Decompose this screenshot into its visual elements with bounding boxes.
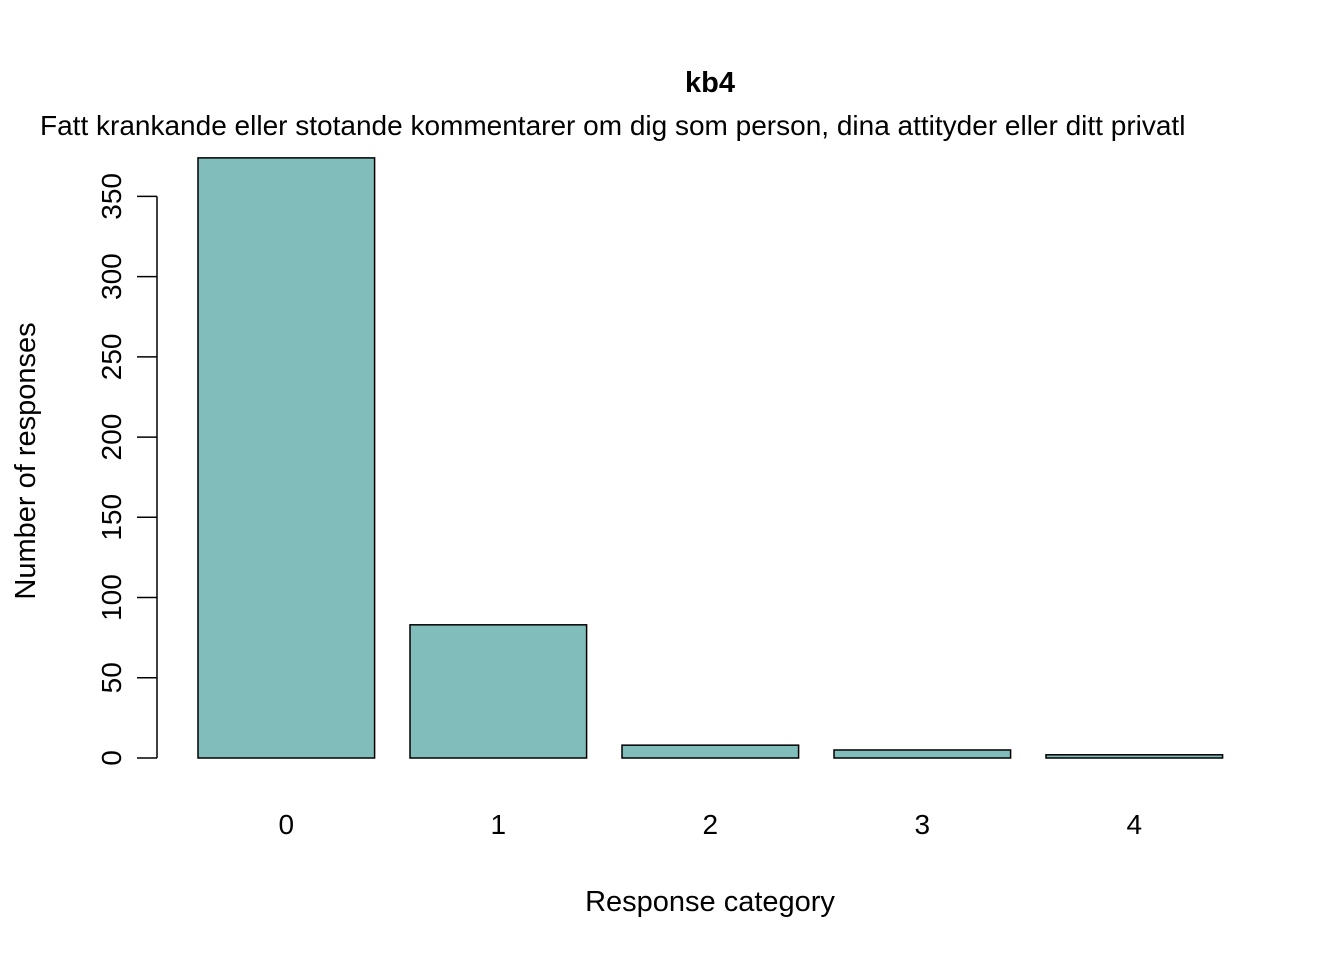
y-tick-label: 150 — [96, 494, 127, 541]
bar-1 — [409, 624, 588, 759]
y-tick-label: 0 — [96, 750, 127, 766]
bar-3 — [833, 749, 1012, 759]
chart-title: kb4 — [685, 67, 735, 99]
bar-0 — [197, 157, 376, 759]
bars-group — [197, 157, 1224, 759]
y-tick-label: 300 — [96, 253, 127, 300]
bar-4 — [1045, 754, 1224, 759]
y-tick-label: 200 — [96, 414, 127, 461]
x-tick-label: 3 — [915, 809, 931, 840]
y-tick-label: 250 — [96, 333, 127, 380]
x-tick-label: 1 — [491, 809, 507, 840]
x-tick-label: 4 — [1127, 809, 1143, 840]
y-tick-label: 350 — [96, 173, 127, 220]
y-tick-label: 100 — [96, 574, 127, 621]
y-axis: 0 50 100 150 200 250 300 350 — [96, 173, 158, 766]
x-tick-labels: 0 1 2 3 4 — [279, 809, 1143, 840]
bar-2 — [621, 744, 800, 759]
x-axis-label: Response category — [585, 886, 835, 918]
chart-subtitle: Fatt krankande eller stotande kommentare… — [40, 110, 1185, 141]
x-tick-label: 0 — [279, 809, 295, 840]
x-tick-label: 2 — [703, 809, 719, 840]
y-axis-label: Number of responses — [10, 322, 42, 599]
y-tick-label: 50 — [96, 662, 127, 693]
